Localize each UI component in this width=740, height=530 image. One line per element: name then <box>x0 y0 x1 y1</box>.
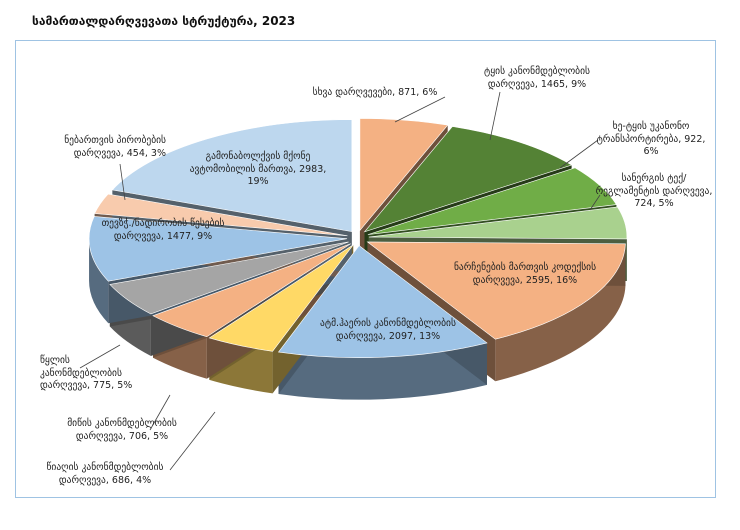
data-label: ნებართვის პირობების დარღვევა, 454, 3% <box>64 135 166 159</box>
data-label: ატმ.ჰაერის კანონმდებლობის დარღვევა, 2097… <box>320 318 456 342</box>
slice <box>368 206 628 240</box>
chart-frame <box>15 40 716 498</box>
slice <box>94 193 348 237</box>
slice <box>152 243 351 338</box>
slice <box>109 241 349 315</box>
data-label: სანერგის ტექ/რეგლამენტის დარღვევა, 724, … <box>595 173 713 209</box>
leader-line <box>149 394 171 431</box>
slice-side <box>89 238 109 324</box>
data-label: თევზჭ./ნადირობის წესების დარღვევა, 1477,… <box>101 218 225 242</box>
leader-line <box>169 411 216 471</box>
data-label: გამონაბოლქვის მქონე ავტომობილის მართვა, … <box>189 151 327 187</box>
slice <box>277 245 488 358</box>
leader-line <box>394 96 446 123</box>
slice <box>366 241 626 340</box>
leader-line <box>559 139 599 169</box>
leader-line <box>79 344 121 369</box>
data-label: მიწის კანონმდებლობის დარღვევა, 706, 5% <box>67 418 177 442</box>
slice <box>367 167 617 235</box>
slice <box>363 126 573 233</box>
leader-line <box>489 91 501 141</box>
slice <box>88 216 348 282</box>
data-label: ტყის კანონმდებლობის დარღვევა, 1465, 9% <box>484 66 590 90</box>
data-label: სხვა დარღვევები, 871, 6% <box>312 87 438 98</box>
leader-line <box>119 163 126 201</box>
data-label: ხე-ტყის უკანონო ტრანსპორტირება, 922, 6% <box>596 121 706 157</box>
slice <box>208 244 354 352</box>
slice <box>111 119 353 232</box>
chart-title: სამართალდარღვევათა სტრუქტურა, 2023 <box>32 14 296 28</box>
data-label: ნარჩენების მართვის კოდექსის დარღვევა, 25… <box>453 262 597 286</box>
slice <box>359 118 449 232</box>
data-label: წყლის კანონმდებლობის დარღვევა, 775, 5% <box>40 355 133 391</box>
data-label: წიაღის კანონმდებლობის დარღვევა, 686, 4% <box>46 462 164 486</box>
slice-side <box>495 243 626 382</box>
leader-line <box>589 194 601 211</box>
